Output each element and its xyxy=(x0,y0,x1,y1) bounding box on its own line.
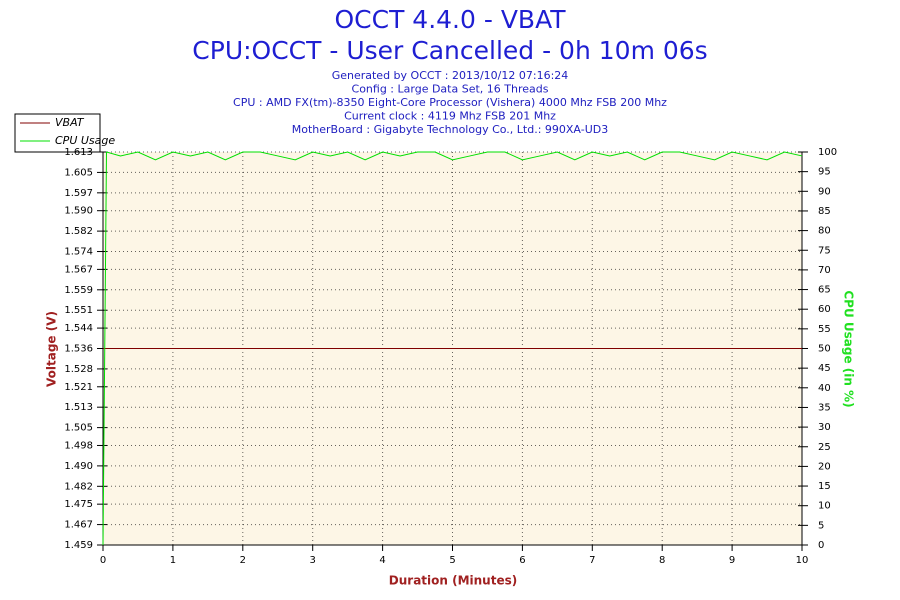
y2-tick-label: 35 xyxy=(818,402,831,413)
y2-tick-label: 75 xyxy=(818,245,831,256)
y-tick-label: 1.605 xyxy=(64,167,93,178)
y-axis-title: Voltage (V) xyxy=(45,311,59,387)
x-tick-label: 8 xyxy=(659,555,665,566)
info-line: Current clock : 4119 Mhz FSB 201 Mhz xyxy=(344,110,556,123)
x-tick-label: 2 xyxy=(240,555,246,566)
info-line: Generated by OCCT : 2013/10/12 07:16:24 xyxy=(332,69,569,82)
y2-tick-label: 100 xyxy=(818,147,837,158)
info-line: Config : Large Data Set, 16 Threads xyxy=(352,83,549,96)
y2-tick-label: 55 xyxy=(818,324,831,335)
y-tick-label: 1.536 xyxy=(64,344,93,355)
x-axis-title: Duration (Minutes) xyxy=(389,574,517,588)
x-tick-label: 7 xyxy=(589,555,595,566)
chart-subtitle: CPU:OCCT - User Cancelled - 0h 10m 06s xyxy=(192,36,707,65)
y2-tick-label: 0 xyxy=(818,540,824,551)
y2-tick-label: 10 xyxy=(818,501,831,512)
y-tick-label: 1.513 xyxy=(64,402,93,413)
series-line xyxy=(102,151,803,546)
y-tick-label: 1.475 xyxy=(64,499,93,510)
info-line: CPU : AMD FX(tm)-8350 Eight-Core Process… xyxy=(233,96,667,109)
y-tick-label: 1.482 xyxy=(64,481,93,492)
chart-title: OCCT 4.4.0 - VBAT xyxy=(334,5,566,34)
y2-axis-title: CPU Usage (in %) xyxy=(842,290,856,407)
x-tick-label: 0 xyxy=(100,555,106,566)
legend-box xyxy=(14,113,101,153)
y-tick-label: 1.521 xyxy=(64,382,93,393)
y-tick-label: 1.559 xyxy=(64,285,93,296)
y-tick-label: 1.528 xyxy=(64,364,93,375)
y2-tick-label: 85 xyxy=(818,206,831,217)
x-tick-label: 4 xyxy=(379,555,385,566)
y-tick-label: 1.551 xyxy=(64,305,93,316)
y2-tick-label: 15 xyxy=(818,481,831,492)
y-tick-label: 1.597 xyxy=(64,188,93,199)
y-tick-label: 1.590 xyxy=(64,206,93,217)
y-tick-label: 1.567 xyxy=(64,264,93,275)
y2-tick-label: 30 xyxy=(818,422,831,433)
legend-label: VBAT xyxy=(55,116,85,129)
info-line: MotherBoard : Gigabyte Technology Co., L… xyxy=(292,123,608,136)
y-tick-label: 1.544 xyxy=(64,323,93,334)
y-tick-label: 1.490 xyxy=(64,461,93,472)
y-tick-label: 1.582 xyxy=(64,226,93,237)
x-tick-label: 6 xyxy=(519,555,525,566)
y2-tick-label: 45 xyxy=(818,363,831,374)
y2-tick-label: 25 xyxy=(818,442,831,453)
x-tick-label: 9 xyxy=(729,555,735,566)
y-tick-label: 1.459 xyxy=(64,540,93,551)
x-tick-label: 5 xyxy=(449,555,455,566)
y2-tick-label: 95 xyxy=(818,167,831,178)
x-tick-label: 1 xyxy=(170,555,176,566)
y2-tick-label: 20 xyxy=(818,461,831,472)
y2-tick-label: 90 xyxy=(818,186,831,197)
y-tick-label: 1.467 xyxy=(64,520,93,531)
y-tick-label: 1.574 xyxy=(64,247,93,258)
y2-tick-label: 65 xyxy=(818,285,831,296)
y2-tick-label: 5 xyxy=(818,520,824,531)
y2-tick-label: 50 xyxy=(818,344,831,355)
y-tick-label: 1.505 xyxy=(64,423,93,434)
legend-label: CPU Usage xyxy=(55,134,115,147)
y2-tick-label: 80 xyxy=(818,226,831,237)
y2-tick-label: 60 xyxy=(818,304,831,315)
x-tick-label: 10 xyxy=(796,555,809,566)
y2-tick-label: 40 xyxy=(818,383,831,394)
y2-tick-label: 70 xyxy=(818,265,831,276)
y-tick-label: 1.613 xyxy=(64,147,93,158)
y-tick-label: 1.498 xyxy=(64,440,93,451)
x-tick-label: 3 xyxy=(310,555,316,566)
